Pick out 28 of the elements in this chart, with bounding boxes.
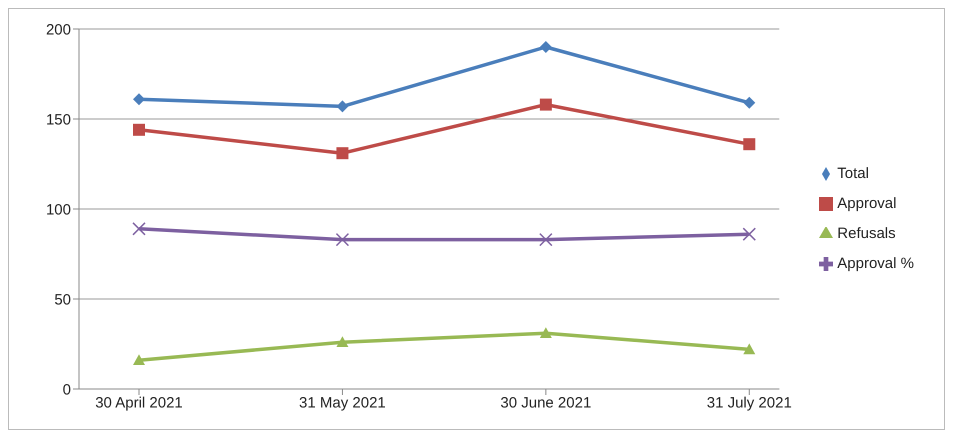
y-tick-label: 150 bbox=[46, 111, 71, 128]
point bbox=[540, 41, 552, 53]
legend-label: Approval % bbox=[837, 255, 914, 272]
point bbox=[743, 138, 756, 150]
point bbox=[132, 222, 146, 236]
point bbox=[133, 354, 145, 365]
x-tick-label: 31 July 2021 bbox=[706, 394, 792, 412]
point bbox=[336, 232, 350, 246]
point bbox=[743, 96, 756, 109]
point bbox=[133, 124, 145, 136]
x-tick-label: 31 May 2021 bbox=[299, 394, 386, 412]
point bbox=[742, 227, 756, 241]
point bbox=[540, 98, 552, 111]
y-tick-label: 0 bbox=[62, 381, 71, 398]
legend-label: Refusals bbox=[837, 225, 896, 242]
point bbox=[540, 327, 552, 338]
point bbox=[133, 93, 145, 106]
legend-label: Approval bbox=[837, 195, 896, 212]
y-tick-label: 100 bbox=[46, 201, 71, 218]
point bbox=[539, 232, 553, 246]
legend-label: Total bbox=[837, 165, 869, 182]
point bbox=[336, 336, 348, 347]
x-tick-label: 30 April 2021 bbox=[95, 394, 183, 412]
point bbox=[336, 147, 348, 160]
x-tick-label: 30 June 2021 bbox=[500, 394, 592, 412]
y-tick-label: 50 bbox=[54, 291, 71, 308]
y-tick-label: 200 bbox=[46, 21, 71, 38]
point bbox=[743, 343, 756, 354]
